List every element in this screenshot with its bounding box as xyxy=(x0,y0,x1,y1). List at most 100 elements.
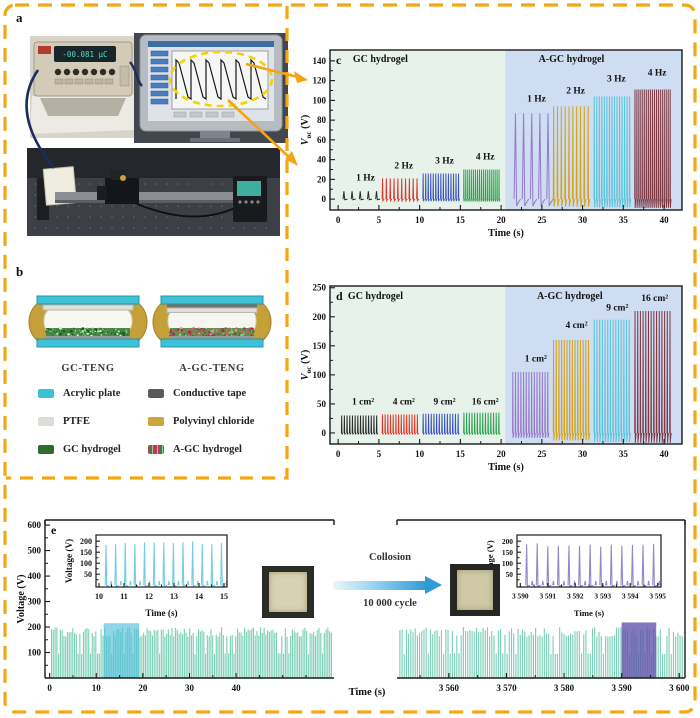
ptfe-layer xyxy=(42,304,134,311)
svg-text:5: 5 xyxy=(377,449,382,459)
svg-text:35: 35 xyxy=(619,215,629,225)
svg-text:Voc (V): Voc (V) xyxy=(300,350,313,381)
svg-text:30: 30 xyxy=(578,215,588,225)
svg-text:3 600: 3 600 xyxy=(669,683,690,693)
legend-label: A-GC hydrogel xyxy=(173,443,242,455)
svg-text:Voltage (V): Voltage (V) xyxy=(16,574,27,623)
hydrogel-film-before xyxy=(269,572,307,612)
svg-text:20: 20 xyxy=(497,215,507,225)
svg-text:15: 15 xyxy=(456,215,466,225)
svg-text:3 Hz: 3 Hz xyxy=(607,75,627,85)
oscilloscope-monitor-photo xyxy=(134,33,288,143)
multimeter-display: -00.081 µC xyxy=(62,50,107,59)
svg-text:3 595: 3 595 xyxy=(649,591,666,600)
legend-label: Acrylic plate xyxy=(63,387,121,399)
sample-photo-before xyxy=(262,566,314,618)
svg-text:14: 14 xyxy=(195,592,203,601)
svg-text:0: 0 xyxy=(322,194,327,204)
svg-text:3 592: 3 592 xyxy=(567,591,584,600)
svg-text:500: 500 xyxy=(28,546,42,556)
svg-text:3 560: 3 560 xyxy=(439,683,460,693)
svg-text:140: 140 xyxy=(313,56,327,66)
chart-durability-inset-right: 3 590 3 591 3 592 3 593 3 594 3 595 50 100 150 20… xyxy=(481,527,667,625)
panel-b-label: b xyxy=(16,264,24,279)
svg-text:A-GC hydrogel: A-GC hydrogel xyxy=(539,54,605,65)
svg-text:e: e xyxy=(51,523,57,537)
svg-text:400: 400 xyxy=(28,571,42,581)
legend-item-pvc: Polyvinyl chloride xyxy=(148,414,254,428)
svg-text:20: 20 xyxy=(317,174,327,184)
gc-teng-caption: GC-TENG xyxy=(61,363,115,374)
chart-voltage-vs-frequency: 1 Hz 2 Hz 3 Hz 4 Hz 1 Hz 2 Hz 3 Hz 4 Hz 0 5 10 15 20… xyxy=(296,44,696,245)
svg-text:16 cm²: 16 cm² xyxy=(641,294,668,304)
hydrogel-film-after xyxy=(457,570,493,610)
svg-text:60: 60 xyxy=(317,135,327,145)
legend-item-acrylic: Acrylic plate xyxy=(38,386,121,400)
svg-text:100: 100 xyxy=(80,559,92,568)
cycle-arrow xyxy=(333,581,427,590)
svg-text:200: 200 xyxy=(28,622,42,632)
svg-text:d: d xyxy=(336,289,343,303)
svg-text:3 580: 3 580 xyxy=(554,683,575,693)
tape-under-hydrogel xyxy=(170,336,254,339)
svg-text:0: 0 xyxy=(336,449,341,459)
legend-label: Conductive tape xyxy=(173,387,247,399)
svg-text:0: 0 xyxy=(336,215,341,225)
conductive-tape-layer xyxy=(167,304,257,308)
svg-text:200: 200 xyxy=(80,537,92,546)
svg-text:A-GC hydrogel: A-GC hydrogel xyxy=(537,291,603,302)
svg-text:120: 120 xyxy=(313,76,327,86)
pvc-swatch xyxy=(148,416,164,426)
svg-text:GC hydrogel: GC hydrogel xyxy=(348,291,403,302)
svg-text:4 Hz: 4 Hz xyxy=(648,69,668,79)
acrylic-bottom xyxy=(160,338,264,348)
linear-motor-photo xyxy=(27,148,280,236)
a-gc-teng-schematic xyxy=(152,290,272,358)
svg-text:Time (s): Time (s) xyxy=(145,608,177,618)
svg-text:Time (s): Time (s) xyxy=(574,608,604,618)
svg-text:c: c xyxy=(336,53,342,67)
chart-durability-inset-left: 10 11 12 13 14 15 50 100 150 200 Time (s) Voltage (… xyxy=(60,527,232,625)
svg-text:4 Hz: 4 Hz xyxy=(476,153,496,163)
svg-text:Time (s): Time (s) xyxy=(488,228,524,239)
svg-text:3 590: 3 590 xyxy=(512,591,529,600)
svg-text:1 Hz: 1 Hz xyxy=(356,173,376,183)
svg-text:1 cm²: 1 cm² xyxy=(525,355,547,365)
acrylic-bottom xyxy=(36,338,140,348)
svg-text:100: 100 xyxy=(313,95,327,105)
svg-text:100: 100 xyxy=(502,559,513,568)
svg-text:3 570: 3 570 xyxy=(496,683,517,693)
svg-text:Voc (V): Voc (V) xyxy=(300,115,313,146)
legend-item-tape: Conductive tape xyxy=(148,386,254,400)
cycle-arrow-head xyxy=(425,576,442,594)
svg-text:16 cm²: 16 cm² xyxy=(472,398,499,408)
svg-text:10: 10 xyxy=(92,683,102,693)
svg-text:3 591: 3 591 xyxy=(539,591,556,600)
svg-text:4 cm²: 4 cm² xyxy=(393,398,415,408)
svg-text:0: 0 xyxy=(322,428,327,438)
monitor-drawing xyxy=(134,33,288,143)
multimeter-photo: -00.081 µC xyxy=(30,36,136,138)
svg-text:200: 200 xyxy=(313,312,327,322)
legend-label: Polyvinyl chloride xyxy=(173,415,255,427)
svg-text:2 Hz: 2 Hz xyxy=(394,162,414,172)
svg-text:30: 30 xyxy=(185,683,195,693)
svg-text:10: 10 xyxy=(415,215,425,225)
svg-text:Voltage (V): Voltage (V) xyxy=(64,539,74,583)
legend-label: GC hydrogel xyxy=(63,443,121,455)
svg-text:20: 20 xyxy=(138,683,148,693)
legend-item-a-gc-hydrogel: A-GC hydrogel xyxy=(148,442,254,456)
svg-text:12: 12 xyxy=(145,592,153,601)
svg-text:3 593: 3 593 xyxy=(594,591,611,600)
svg-text:5: 5 xyxy=(377,215,382,225)
a-gc-hydrogel-swatch xyxy=(148,444,164,454)
collision-label: Collosion xyxy=(368,552,411,563)
legend-item-gc-hydrogel: GC hydrogel xyxy=(38,442,121,456)
svg-text:25: 25 xyxy=(537,449,547,459)
svg-text:Time (s): Time (s) xyxy=(488,462,524,473)
svg-text:150: 150 xyxy=(80,548,92,557)
linear-motor-drawing xyxy=(27,148,280,236)
legend-label: PTFE xyxy=(63,415,90,427)
svg-text:9 cm²: 9 cm² xyxy=(606,303,628,313)
chart-voltage-vs-area: 1 cm² 4 cm² 9 cm² 16 cm² 1 cm² 4 cm² 9 cm² 16 c… xyxy=(296,280,696,479)
